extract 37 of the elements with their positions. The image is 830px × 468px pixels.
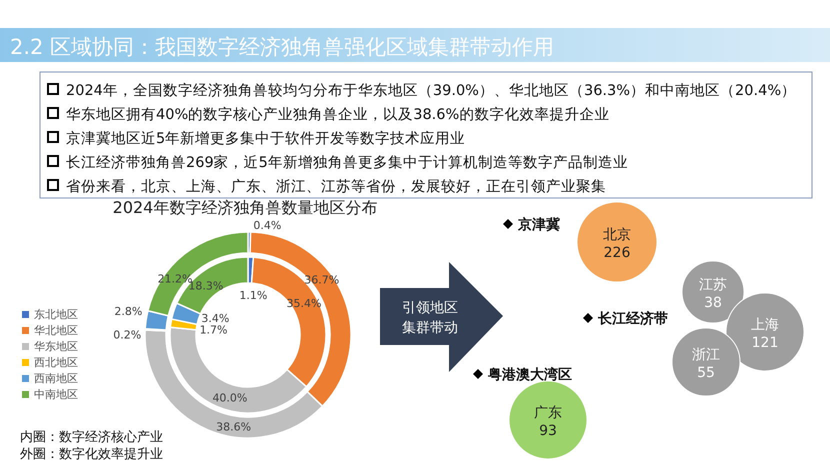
category-label: 北京 — [603, 227, 631, 243]
legend-label: 西南地区 — [34, 372, 78, 385]
legend-label: 华东地区 — [34, 340, 78, 353]
legend-label: 西北地区 — [34, 356, 78, 369]
data-label: 226 — [604, 245, 630, 261]
legend-label: 东北地区 — [34, 308, 78, 321]
data-label: 55 — [697, 365, 715, 381]
text: 长江经济带独角兽269家，近5年新增独角兽更多集中于计算机制造等数字产品制造业 — [66, 154, 628, 171]
legend-label: 中南地区 — [34, 388, 78, 401]
data-label: 121 — [752, 335, 778, 351]
data-label: 3.4% — [201, 312, 230, 325]
data-label: 1.1% — [239, 289, 268, 302]
data-label: 93 — [539, 423, 557, 439]
text: 粤港澳大湾区 — [487, 366, 572, 383]
data-label: 2.8% — [114, 304, 142, 318]
chart-title: 2024年数字经济独角兽数量地区分布 — [112, 198, 378, 217]
text: 京津冀地区近5年新增更多集中于软件开发等数字技术应用业 — [66, 130, 466, 147]
data-label: 38 — [704, 295, 722, 311]
data-label: 0.4% — [253, 219, 282, 232]
legend-label: 华北地区 — [34, 324, 78, 337]
text: 外圈：数字化效率提升业 — [20, 446, 163, 462]
data-label: 0.2% — [113, 328, 142, 342]
category-label: 浙江 — [692, 347, 720, 363]
text: 2024年，全国数字经济独角兽较均匀分布于华东地区（39.0%）、华北地区（36.3%）和中南地区（20.4%） — [66, 82, 796, 99]
data-label: 38.6% — [216, 420, 252, 434]
text: 华东地区拥有40%的数字核心产业独角兽企业，以及38.6%的数字化效率提升企业 — [66, 106, 610, 123]
data-label: 40.0% — [212, 391, 248, 404]
text: 省份来看，北京、上海、广东、浙江、江苏等省份，发展较好，正在引领产业聚集 — [66, 178, 606, 195]
text: 2.2 区域协同：我国数字经济独角兽强化区域集群带动作用 — [10, 35, 554, 59]
text: 内圈：数字经济核心产业 — [20, 429, 163, 445]
text: 引领地区集群带动 — [402, 300, 458, 336]
data-label: 1.7% — [200, 324, 228, 337]
category-label: 上海 — [751, 317, 779, 333]
text: 京津冀 — [517, 216, 560, 233]
category-label: 江苏 — [699, 277, 727, 293]
text: 长江经济带 — [597, 310, 668, 327]
category-label: 广东 — [534, 405, 562, 421]
